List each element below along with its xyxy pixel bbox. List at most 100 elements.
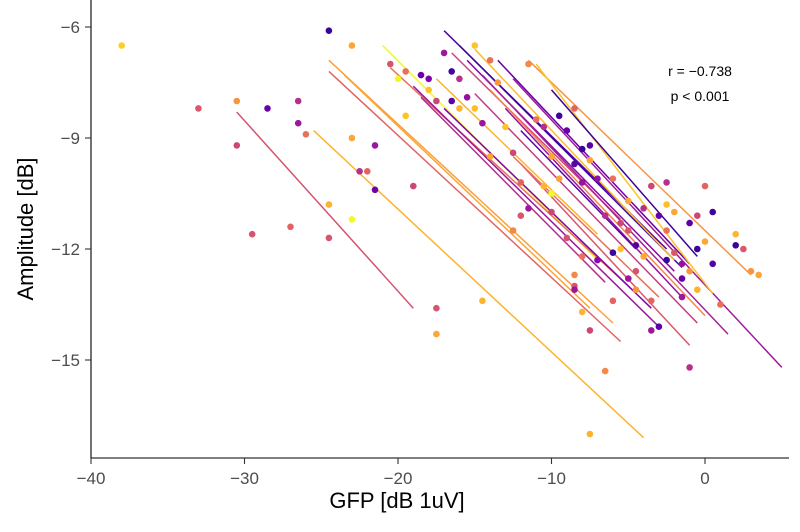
data-point-21 [387,60,394,68]
p-value-label: p < 0.001 [671,88,730,104]
data-point-102 [671,249,678,256]
data-point-86 [625,275,632,282]
regression-line-21 [504,107,683,298]
x-tick-label: −30 [230,469,259,488]
data-point-101 [671,208,678,216]
data-point-80 [609,249,617,256]
y-axis-ticks: −15 −12 −9 −6 [51,18,91,370]
data-point-54 [540,182,548,190]
data-point-16 [356,168,363,175]
data-point-20 [371,186,379,194]
data-point-74 [586,430,594,438]
data-point-64 [571,271,578,279]
data-point-93 [648,297,655,305]
y-tick-label: −9 [61,129,80,148]
data-point-42 [486,57,494,64]
data-point-89 [632,267,640,275]
data-point-50 [525,60,532,68]
regression-line-28 [520,130,637,250]
data-point-9 [294,119,302,127]
data-point-120 [747,267,755,275]
data-point-108 [686,364,693,371]
data-point-48 [509,227,517,234]
data-point-71 [586,142,594,149]
data-point-38 [471,42,479,49]
data-point-53 [540,123,548,131]
data-point-15 [348,134,356,142]
data-point-81 [609,297,617,305]
data-point-43 [486,153,494,160]
data-point-37 [463,94,471,101]
regression-line-16 [474,93,698,324]
regression-line-24 [527,59,752,276]
regression-line-10 [435,78,599,235]
data-point-4 [233,142,241,149]
data-point-104 [678,275,686,282]
data-point-35 [456,75,463,83]
data-point-98 [663,201,670,208]
data-point-33 [448,68,456,75]
x-tick-label: 0 [700,469,709,488]
data-point-79 [609,175,617,182]
data-point-114 [709,208,716,216]
regression-line-8 [412,85,660,328]
y-axis-title: Amplitude [dB] [13,157,38,300]
data-point-58 [555,112,563,120]
regression-line-2 [313,130,645,439]
data-point-96 [655,323,663,331]
data-point-116 [717,301,724,308]
regression-line-26 [550,89,698,257]
data-point-107 [686,267,693,275]
data-point-121 [755,271,762,279]
data-point-78 [601,367,609,375]
data-point-100 [663,256,670,264]
data-point-61 [563,234,571,242]
data-point-3 [233,97,241,105]
data-point-69 [571,286,578,294]
data-point-67 [578,253,586,260]
data-point-40 [479,119,486,127]
data-point-52 [532,116,540,123]
data-point-112 [701,182,709,190]
data-point-63 [571,160,578,168]
data-point-75 [594,175,601,182]
data-point-51 [525,205,532,212]
data-point-65 [578,145,586,153]
data-point-29 [433,97,440,105]
x-tick-label: −10 [537,469,566,488]
data-point-57 [548,208,555,216]
data-point-55 [548,153,555,160]
data-point-77 [601,212,609,219]
data-point-99 [663,227,670,234]
data-point-106 [686,219,693,227]
regression-line-5 [343,74,591,309]
data-point-14 [348,42,356,49]
data-point-13 [325,234,333,242]
data-point-30 [433,304,440,312]
regression-line-19 [489,89,706,317]
data-point-7 [287,223,294,231]
data-point-59 [555,175,563,182]
data-point-27 [425,75,433,83]
data-point-84 [625,197,632,205]
regression-line-22 [512,78,783,368]
data-point-5 [248,230,256,238]
data-point-11 [325,27,333,34]
data-point-23 [402,68,410,75]
data-point-2 [195,105,202,112]
data-point-22 [394,75,402,83]
data-point-113 [701,238,709,245]
data-point-6 [264,105,271,112]
data-point-115 [709,260,716,268]
data-point-91 [640,253,647,260]
data-point-70 [578,308,586,316]
data-point-66 [578,179,586,186]
data-point-73 [586,327,594,334]
regression-line-7 [389,67,629,287]
data-point-12 [325,201,333,208]
data-point-83 [617,245,624,253]
data-point-36 [456,105,463,112]
data-point-110 [694,245,701,253]
data-point-39 [471,105,479,112]
